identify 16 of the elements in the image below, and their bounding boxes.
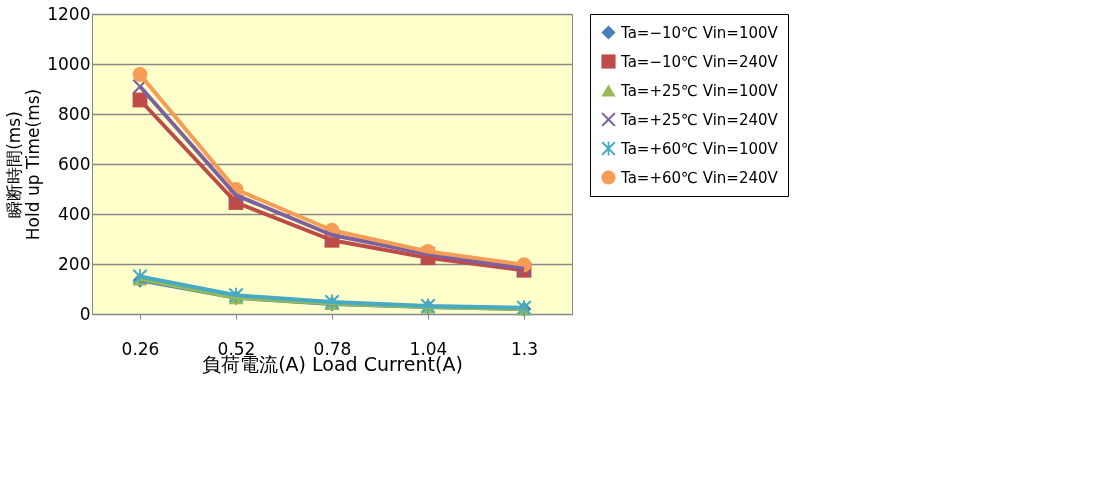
legend-label: Ta=−10℃ Vin=100V xyxy=(620,23,779,42)
y-tick-label: 1000 xyxy=(47,53,91,74)
y-tick-label: 1200 xyxy=(47,3,91,24)
y-tick-label: 600 xyxy=(58,153,91,174)
legend-label: Ta=+60℃ Vin=100V xyxy=(620,139,779,158)
y-tick-label: 0 xyxy=(79,303,91,324)
legend-label: Ta=+60℃ Vin=240V xyxy=(620,168,779,187)
y-tick-label: 200 xyxy=(58,253,91,274)
legend-label: Ta=+25℃ Vin=240V xyxy=(620,110,779,129)
x-tick-label: 1.3 xyxy=(510,338,539,359)
legend-label: Ta=+25℃ Vin=100V xyxy=(620,81,779,100)
y-axis-title: 瞬断時間(ms) Hold up Time(ms) xyxy=(4,88,44,241)
y-tick-label: 800 xyxy=(58,103,91,124)
x-tick-label: 0.26 xyxy=(121,338,160,359)
legend-label: Ta=−10℃ Vin=240V xyxy=(620,52,779,71)
y-tick-label: 400 xyxy=(58,203,91,224)
